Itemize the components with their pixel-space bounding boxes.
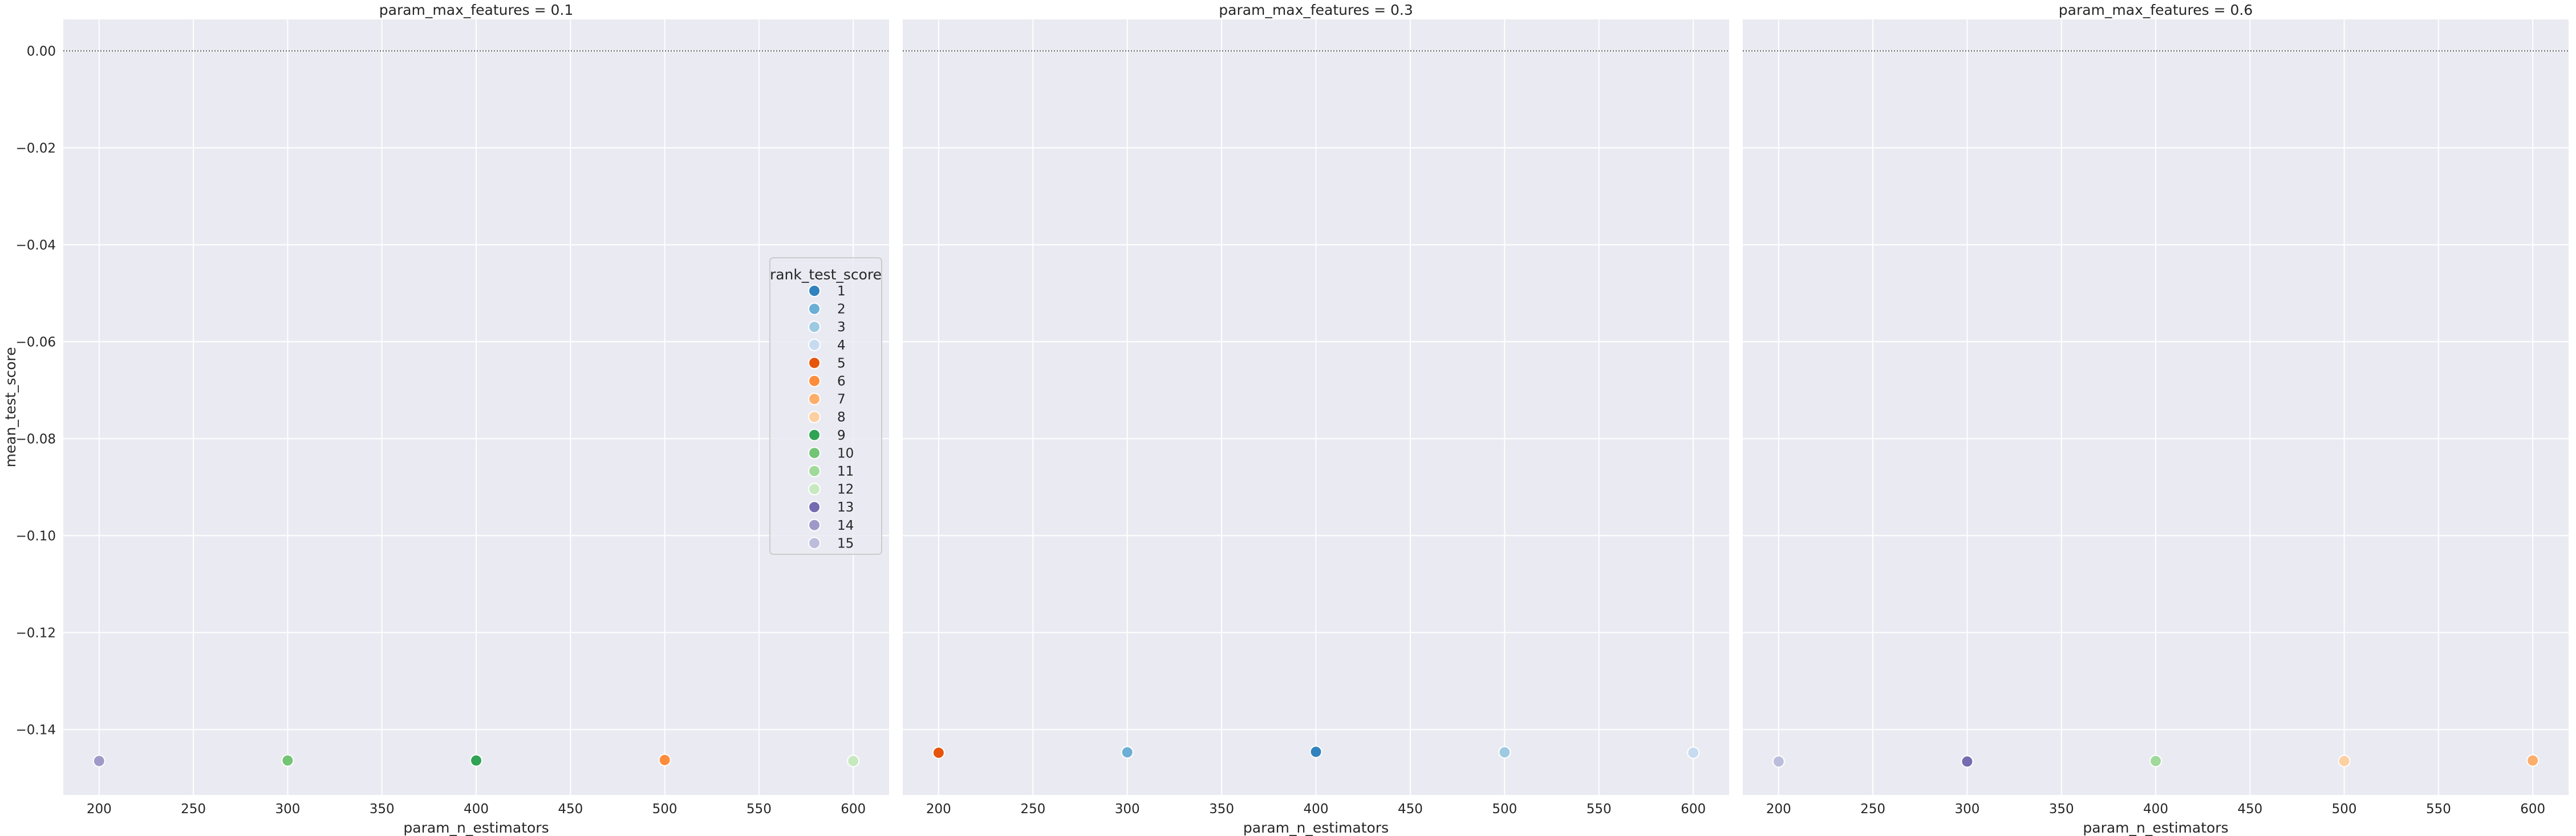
x-tick-label: 200	[1766, 802, 1791, 817]
data-point	[2149, 754, 2162, 768]
legend-label: 6	[837, 374, 846, 389]
x-tick-label: 500	[2332, 802, 2357, 817]
x-tick-label: 300	[1115, 802, 1140, 817]
legend-marker	[808, 428, 821, 441]
legend-marker	[808, 537, 821, 550]
y-tick-label: −0.14	[16, 723, 56, 737]
x-tick-label: 200	[87, 802, 112, 817]
x-tick-label: 200	[926, 802, 951, 817]
legend-marker	[808, 482, 821, 496]
data-point	[2526, 754, 2540, 767]
x-tick-label: 400	[464, 802, 489, 817]
x-tick-label: 300	[1954, 802, 1979, 817]
y-tick-label: 0.00	[27, 44, 56, 59]
x-tick-label: 350	[370, 802, 395, 817]
legend-marker	[808, 411, 821, 424]
legend-label: 2	[837, 302, 846, 317]
legend-marker	[808, 285, 821, 297]
data-point	[92, 754, 106, 768]
legend-marker	[808, 447, 821, 460]
legend-label: 3	[837, 320, 846, 335]
x-tick-label: 250	[1020, 802, 1045, 817]
facet-panel-1: 200 250 300 350 400 450 500 550 600 0.00 −0.02 −0.0…	[16, 2, 889, 836]
data-point	[281, 754, 294, 767]
x-tick-label: 450	[2237, 802, 2262, 817]
data-point	[1498, 746, 1511, 759]
x-tick-label: 600	[1681, 802, 1706, 817]
x-axis-label: param_n_estimators	[1243, 819, 1389, 836]
x-tick-label: 600	[2520, 802, 2545, 817]
legend-label: 1	[837, 284, 846, 299]
legend-label: 13	[837, 500, 854, 515]
legend-label: 7	[837, 392, 846, 407]
x-tick-label: 250	[1860, 802, 1885, 817]
legend-marker	[808, 320, 821, 334]
panel-title: param_max_features = 0.3	[1219, 2, 1413, 18]
y-tick-label: −0.10	[16, 529, 56, 543]
facet-panel-2: 200 250 300 350 400 450 500 550 600 param_max_fea…	[903, 2, 1729, 836]
x-axis-label: param_n_estimators	[403, 819, 549, 836]
legend-marker	[808, 375, 821, 387]
x-axis-label: param_n_estimators	[2083, 819, 2228, 836]
x-tick-label: 500	[652, 802, 678, 817]
x-tick-label: 600	[841, 802, 866, 817]
legend-label: 12	[837, 482, 854, 497]
legend-label: 4	[837, 338, 846, 353]
x-tick-label: 350	[2049, 802, 2074, 817]
legend-marker	[808, 501, 821, 514]
x-tick-label: 350	[1209, 802, 1234, 817]
legend-marker	[808, 392, 821, 405]
legend-title: rank_test_score	[770, 266, 882, 283]
data-point	[1121, 746, 1134, 759]
data-point	[1309, 745, 1323, 758]
x-tick-label: 450	[1398, 802, 1423, 817]
y-axis-label: mean_test_score	[2, 347, 19, 467]
legend-marker	[808, 465, 821, 477]
x-tick-label: 500	[1492, 802, 1517, 817]
legend-marker	[808, 356, 821, 370]
facet-panel-3: 200 250 300 350 400 450 500 550 600 param_max_fea…	[1743, 2, 2569, 836]
x-tick-label: 400	[2143, 802, 2168, 817]
legend-marker	[808, 518, 821, 531]
data-point	[932, 746, 945, 760]
y-tick-label: −0.12	[16, 626, 56, 640]
x-tick-label: 550	[747, 802, 772, 817]
panel-title: param_max_features = 0.6	[2059, 2, 2253, 18]
legend-label: 5	[837, 356, 846, 371]
legend-label: 15	[837, 536, 854, 551]
legend-label: 14	[837, 518, 854, 533]
legend-label: 11	[837, 464, 854, 479]
y-tick-label: −0.04	[16, 238, 56, 253]
y-tick-label: −0.08	[16, 432, 56, 447]
legend-marker	[808, 338, 821, 351]
data-point	[470, 754, 482, 767]
data-point	[658, 753, 671, 766]
x-tick-label: 550	[2426, 802, 2451, 817]
x-tick-label: 300	[275, 802, 300, 817]
legend-label: 10	[837, 446, 854, 461]
x-tick-label: 550	[1587, 802, 1612, 817]
legend-label: 8	[837, 410, 846, 425]
legend-marker	[808, 302, 821, 315]
x-tick-label: 250	[181, 802, 206, 817]
panel-title: param_max_features = 0.1	[379, 2, 574, 18]
data-point	[1961, 755, 1974, 768]
data-point	[1772, 755, 1785, 768]
data-point	[1687, 746, 1700, 760]
data-point	[2338, 754, 2351, 768]
data-point	[847, 754, 860, 768]
legend-label: 9	[837, 428, 846, 443]
y-tick-label: −0.06	[16, 335, 56, 350]
y-tick-label: −0.02	[16, 141, 56, 156]
legend-frame	[769, 257, 882, 555]
x-tick-label: 450	[558, 802, 583, 817]
x-tick-label: 400	[1304, 802, 1329, 817]
